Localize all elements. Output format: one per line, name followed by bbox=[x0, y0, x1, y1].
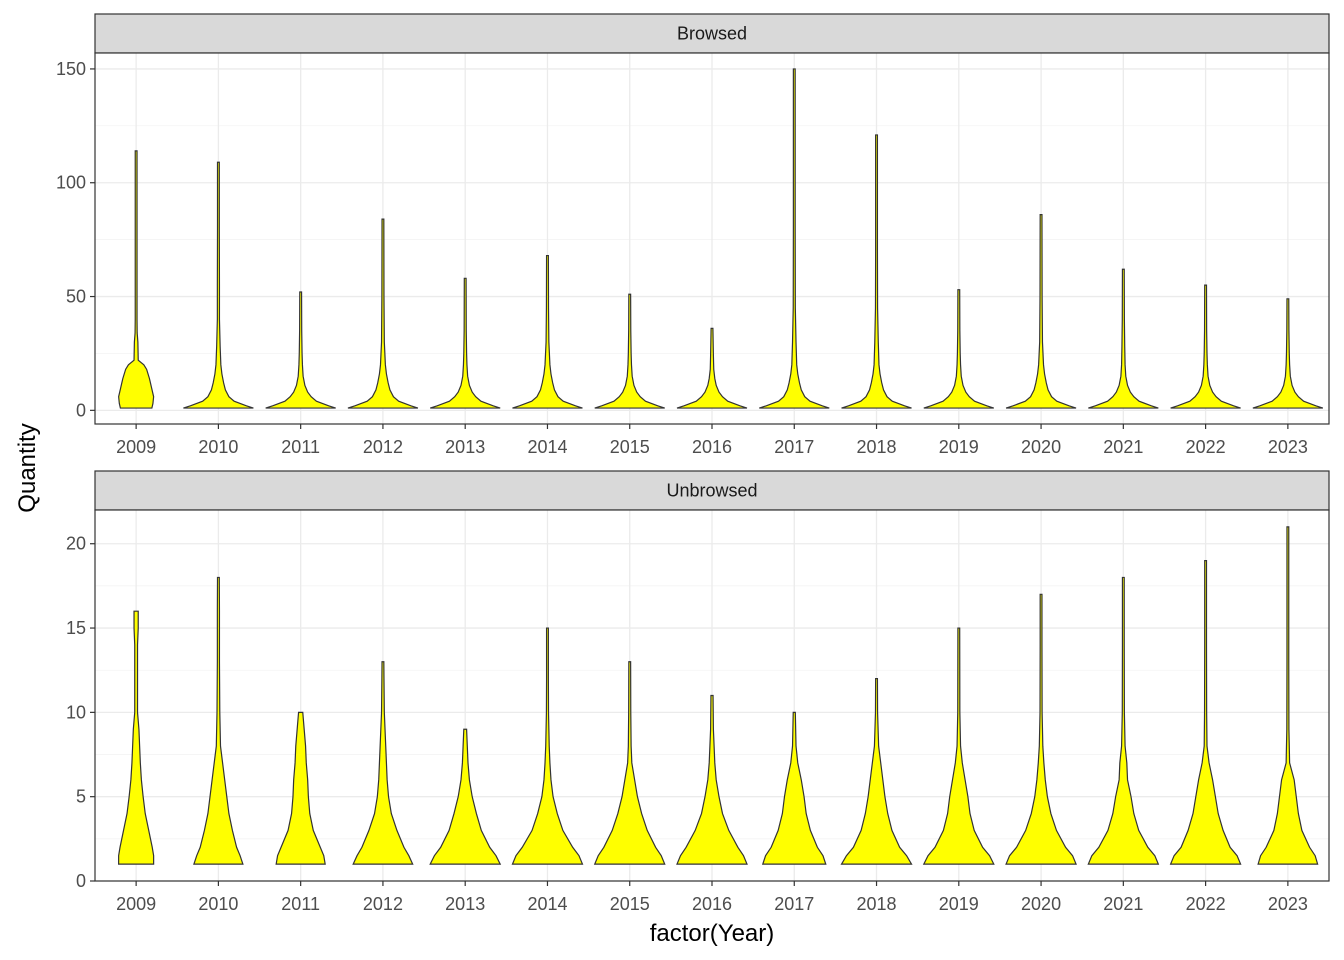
x-tick-label: 2019 bbox=[939, 894, 979, 914]
violin-unbrowsed-2018 bbox=[840, 678, 913, 865]
x-tick-label: 2011 bbox=[281, 894, 320, 914]
x-tick-label: 2015 bbox=[610, 894, 650, 914]
facet-strip bbox=[94, 470, 1330, 511]
x-tick-label: 2013 bbox=[445, 894, 485, 914]
violin-unbrowsed-2023 bbox=[1257, 526, 1319, 865]
x-tick-label: 2012 bbox=[363, 437, 403, 457]
x-tick-label: 2009 bbox=[116, 894, 156, 914]
facet-strip bbox=[94, 13, 1330, 54]
x-tick-label: 2013 bbox=[445, 437, 485, 457]
violin-unbrowsed-2016 bbox=[676, 694, 748, 865]
facet-strip-label: Unbrowsed bbox=[666, 481, 757, 501]
y-tick-label: 100 bbox=[56, 173, 86, 193]
y-tick-label: 15 bbox=[66, 618, 86, 638]
y-tick-label: 0 bbox=[76, 871, 86, 891]
violin-browsed-2021 bbox=[1088, 268, 1159, 409]
violin-browsed-2010 bbox=[183, 161, 254, 409]
y-tick-label: 5 bbox=[76, 787, 86, 807]
violin-browsed-2012 bbox=[347, 218, 419, 409]
violin-unbrowsed-2011 bbox=[275, 711, 326, 865]
violin-unbrowsed-2021 bbox=[1087, 576, 1160, 865]
violin-unbrowsed-2010 bbox=[193, 576, 244, 865]
violin-browsed-2018 bbox=[841, 134, 912, 409]
x-tick-label: 2023 bbox=[1268, 894, 1308, 914]
x-tick-label: 2011 bbox=[281, 437, 320, 457]
x-tick-label: 2023 bbox=[1268, 437, 1308, 457]
violin-browsed-2013 bbox=[430, 277, 501, 409]
violin-browsed-2014 bbox=[512, 254, 583, 409]
x-tick-label: 2020 bbox=[1021, 437, 1061, 457]
y-tick-label: 20 bbox=[66, 534, 86, 554]
x-tick-label: 2016 bbox=[692, 894, 732, 914]
panel-border bbox=[94, 52, 1330, 425]
x-tick-label: 2022 bbox=[1186, 437, 1226, 457]
x-tick-label: 2019 bbox=[939, 437, 979, 457]
x-tick-label: 2010 bbox=[198, 437, 238, 457]
x-tick-label: 2015 bbox=[610, 437, 650, 457]
violin-browsed-2016 bbox=[676, 327, 748, 409]
violin-unbrowsed-2017 bbox=[761, 711, 827, 865]
x-tick-label: 2012 bbox=[363, 894, 403, 914]
x-tick-label: 2022 bbox=[1186, 894, 1226, 914]
violin-unbrowsed-2015 bbox=[593, 661, 666, 865]
y-tick-label: 50 bbox=[66, 287, 86, 307]
violin-unbrowsed-2009 bbox=[118, 610, 155, 865]
violin-browsed-2019 bbox=[923, 289, 994, 409]
x-tick-label: 2020 bbox=[1021, 894, 1061, 914]
x-tick-label: 2010 bbox=[198, 894, 238, 914]
x-tick-label: 2017 bbox=[774, 437, 814, 457]
x-tick-label: 2021 bbox=[1103, 894, 1143, 914]
y-tick-label: 150 bbox=[56, 59, 86, 79]
x-tick-label: 2021 bbox=[1103, 437, 1143, 457]
violin-browsed-2017 bbox=[759, 68, 830, 409]
violin-unbrowsed-2022 bbox=[1169, 559, 1242, 865]
panel-border bbox=[94, 509, 1330, 882]
violin-browsed-2022 bbox=[1170, 284, 1241, 409]
violin-unbrowsed-2019 bbox=[922, 627, 995, 865]
violin-browsed-2023 bbox=[1252, 298, 1324, 409]
violin-browsed-2009 bbox=[118, 150, 155, 409]
violin-unbrowsed-2020 bbox=[1005, 593, 1077, 865]
violin-unbrowsed-2014 bbox=[511, 627, 584, 865]
x-tick-label: 2017 bbox=[774, 894, 814, 914]
x-tick-label: 2016 bbox=[692, 437, 732, 457]
violin-browsed-2011 bbox=[265, 291, 336, 409]
x-tick-label: 2018 bbox=[857, 894, 897, 914]
y-tick-label: 10 bbox=[66, 702, 86, 722]
y-axis-title: Quantity bbox=[14, 423, 41, 512]
violin-browsed-2020 bbox=[1005, 214, 1077, 409]
y-tick-label: 0 bbox=[76, 400, 86, 420]
x-tick-label: 2014 bbox=[527, 894, 567, 914]
x-tick-label: 2014 bbox=[527, 437, 567, 457]
violin-browsed-2015 bbox=[594, 293, 665, 409]
x-tick-label: 2018 bbox=[857, 437, 897, 457]
panel-browsed: Browsed 0 50 100 150 2009 2010 2011 2012 2013 2014… bbox=[56, 13, 1330, 457]
violin-unbrowsed-2012 bbox=[352, 661, 414, 865]
facet-strip-label: Browsed bbox=[677, 24, 747, 44]
violin-unbrowsed-2013 bbox=[429, 728, 502, 865]
panel-unbrowsed: Unbrowsed 0 5 10 15 20 2009 2010 2011 2012 2013 201… bbox=[66, 470, 1330, 914]
x-axis-title: factor(Year) bbox=[650, 920, 775, 947]
x-tick-label: 2009 bbox=[116, 437, 156, 457]
